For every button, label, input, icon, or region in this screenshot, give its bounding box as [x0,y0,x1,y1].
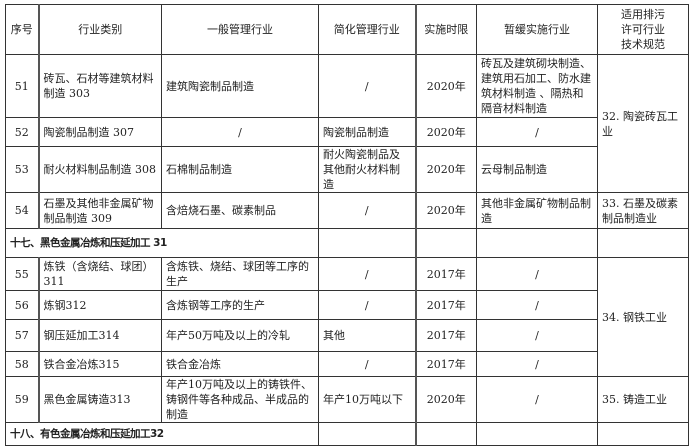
row-category: 炼钢312 [37,290,162,320]
row-deadline: 2020年 [414,117,477,147]
row-deadline: 2020年 [414,192,477,229]
empty-cell [318,228,416,258]
row-deadline: 2020年 [414,376,477,423]
section-row: 十八、有色金属冶炼和压延加工32 [5,422,689,446]
header-spec-line: 技术规范 [621,38,665,51]
row-general: 含焙烧石墨、碳素制品 [161,192,319,229]
row-deadline: 2020年 [414,54,477,118]
table-row: 56 炼钢312 含炼钢等工序的生产 / 2017年 / [5,290,689,320]
row-simplified: 陶瓷制品制造 [318,117,416,147]
row-deferred: / [476,319,598,352]
row-simplified: / [318,257,416,291]
row-general: 含炼铁、烧结、球团等工序的生产 [161,257,319,291]
industry-table: 序号 行业类别 一般管理行业 简化管理行业 实施时限 暂缓实施行业 适用排污许可… [5,4,689,446]
row-spec: 32. 陶瓷砖瓦工业 [597,54,689,193]
row-deferred: 其他非金属矿物制品制造 [476,192,598,229]
row-deadline: 2017年 [414,351,477,377]
row-general: 年产10万吨及以上的铸铁件、铸钢件等各种成品、半成品的制造 [161,376,319,423]
row-deferred: / [476,117,598,147]
row-spec: 33. 石墨及碳素制品制造业 [597,192,689,229]
header-category: 行业类别 [37,4,162,55]
table-row: 57 钢压延加工314 年产50万吨及以上的冷轧 其他 2017年 / [5,319,689,352]
row-category: 陶瓷制品制造 307 [37,117,162,147]
row-simplified: 其他 [318,319,416,352]
empty-cell [318,422,416,446]
row-general: / [161,117,319,147]
empty-cell [597,422,689,446]
row-general: 石棉制品制造 [161,146,319,193]
table-row: 55 炼铁（含烧结、球团）311 含炼铁、烧结、球团等工序的生产 / 2017年… [5,257,689,377]
table-row: 58 铁合金冶炼315 铁合金冶炼 / 2017年 / [5,351,689,377]
row-deadline: 2017年 [414,290,477,320]
row-deferred: / [476,351,598,377]
header-general: 一般管理行业 [161,4,319,55]
row-simplified: / [318,290,416,320]
section-title: 十七、黑色金属冶炼和压延加工 31 [5,228,319,258]
header-spec: 适用排污许可行业技术规范 [597,4,689,55]
header-deadline: 实施时限 [414,4,477,55]
table-row: 51 砖瓦、石材等建筑材料制造 303 建筑陶瓷制品制造 / 2020年 砖瓦及… [5,54,689,193]
section-row: 十七、黑色金属冶炼和压延加工 31 [5,228,689,258]
row-category: 黑色金属铸造313 [37,376,162,423]
row-deferred: / [476,290,598,320]
row-category: 钢压延加工314 [37,319,162,352]
row-category: 石墨及其他非金属矿物制品制造 309 [37,192,162,229]
row-spec: 35. 铸造工业 [597,376,689,423]
header-simplified: 简化管理行业 [318,4,416,55]
row-no: 53 [5,146,39,193]
empty-cell [476,228,598,258]
row-spec: 34. 钢铁工业 [597,257,689,377]
row-category: 铁合金冶炼315 [37,351,162,377]
row-deferred: 云母制品制造 [476,146,598,193]
row-simplified: / [318,54,416,118]
row-no: 51 [5,54,39,118]
empty-cell [476,422,598,446]
row-general: 建筑陶瓷制品制造 [161,54,319,118]
header-deferred: 暂缓实施行业 [476,4,598,55]
empty-cell [597,228,689,258]
table-row: 59 黑色金属铸造313 年产10万吨及以上的铸铁件、铸钢件等各种成品、半成品的… [5,376,689,423]
row-deferred: / [476,257,598,291]
row-deferred: 砖瓦及建筑砌块制造、建筑用石加工、防水建筑材料制造 、隔热和隔音材料制造 [476,54,598,118]
row-no: 58 [5,351,39,377]
header-no: 序号 [5,4,39,55]
row-general: 含炼钢等工序的生产 [161,290,319,320]
row-deadline: 2017年 [414,319,477,352]
table-row: 54 石墨及其他非金属矿物制品制造 309 含焙烧石墨、碳素制品 / 2020年… [5,192,689,229]
row-no: 59 [5,376,39,423]
header-spec-line: 适用排污 [621,8,665,21]
row-no: 55 [5,257,39,291]
row-deferred: / [476,376,598,423]
section-title: 十八、有色金属冶炼和压延加工32 [5,422,319,446]
table-row: 52 陶瓷制品制造 307 / 陶瓷制品制造 2020年 / [5,117,689,147]
header-row: 序号 行业类别 一般管理行业 简化管理行业 实施时限 暂缓实施行业 适用排污许可… [5,4,689,55]
row-simplified: / [318,351,416,377]
row-category: 耐火材料制品制造 308 [37,146,162,193]
row-simplified: / [318,192,416,229]
row-simplified: 耐火陶瓷制品及其他耐火材料制造 [318,146,416,193]
row-general: 铁合金冶炼 [161,351,319,377]
header-spec-line: 许可行业 [621,23,665,36]
row-category: 炼铁（含烧结、球团）311 [37,257,162,291]
row-no: 54 [5,192,39,229]
row-no: 56 [5,290,39,320]
empty-cell [414,228,477,258]
row-category: 砖瓦、石材等建筑材料制造 303 [37,54,162,118]
row-no: 57 [5,319,39,352]
row-no: 52 [5,117,39,147]
row-simplified: 年产10万吨以下 [318,376,416,423]
table-row: 53 耐火材料制品制造 308 石棉制品制造 耐火陶瓷制品及其他耐火材料制造 2… [5,146,689,193]
row-deadline: 2020年 [414,146,477,193]
row-general: 年产50万吨及以上的冷轧 [161,319,319,352]
empty-cell [414,422,477,446]
row-deadline: 2017年 [414,257,477,291]
